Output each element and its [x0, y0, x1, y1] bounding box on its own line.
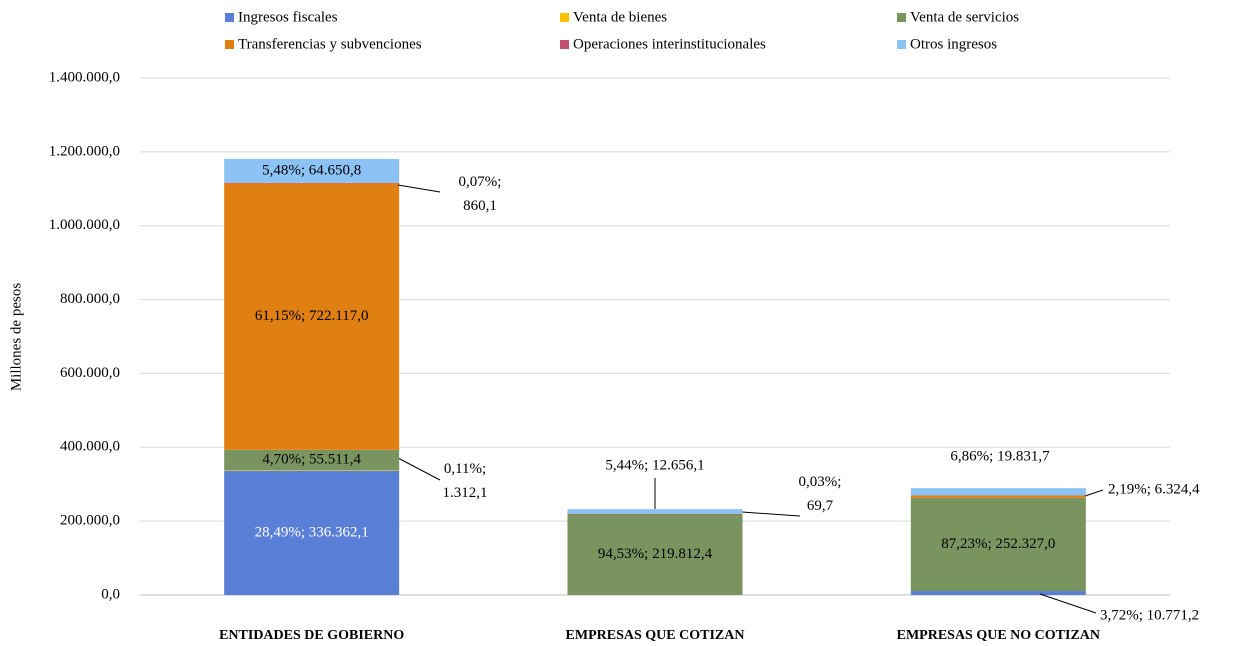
data-label: 0,07%; 860,1: [459, 174, 502, 214]
y-tick-label: 600.000,0: [60, 365, 120, 381]
bar-segment: [910, 591, 1086, 595]
leader-line: [741, 511, 801, 517]
y-tick-label: 1.000.000,0: [49, 217, 120, 233]
data-label: 28,49%; 336.362,1: [255, 524, 369, 540]
y-tick-label: 1.400.000,0: [49, 69, 120, 85]
legend-swatch: [225, 13, 234, 22]
data-label-line: 0,03%;: [799, 474, 842, 490]
bar-segment: [910, 495, 1086, 498]
data-label: 94,53%; 219.812,4: [598, 546, 713, 562]
y-axis-label: Millones de pesos: [8, 283, 24, 391]
data-label: 0,03%; 69,7: [799, 474, 842, 514]
data-label-line: 860,1: [463, 198, 497, 214]
leader-line: [1039, 593, 1097, 614]
legend-label: Transferencias y subvenciones: [238, 36, 422, 52]
y-tick-label: 200.000,0: [60, 513, 120, 529]
legend-label: Venta de servicios: [910, 9, 1019, 25]
data-label: 61,15%; 722.117,0: [255, 308, 369, 324]
data-label-line: 0,11%;: [444, 461, 486, 477]
bar-segment: [567, 513, 743, 515]
data-label: 4,70%; 55.511,4: [262, 451, 361, 467]
leader-line: [397, 184, 441, 193]
legend-swatch: [897, 13, 906, 22]
bar-segment: [224, 470, 400, 471]
x-tick-label: EMPRESAS QUE COTIZAN: [566, 628, 745, 643]
leader-line: [1084, 489, 1104, 497]
data-label: 6,86%; 19.831,7: [950, 448, 1050, 464]
bar-segment: [910, 497, 1086, 592]
data-label: 3,72%; 10.771,2: [1100, 607, 1199, 623]
y-tick-label: 0,0: [101, 586, 120, 602]
bar-segment: [567, 509, 743, 514]
data-label-line: 69,7: [807, 498, 834, 514]
data-label: 5,48%; 64.650,8: [262, 162, 361, 178]
leader-line: [397, 457, 441, 481]
data-label: 0,11%; 1.312,1: [443, 461, 488, 501]
y-tick-label: 400.000,0: [60, 439, 120, 455]
y-tick-label: 800.000,0: [60, 291, 120, 307]
data-label: 5,44%; 12.656,1: [605, 457, 704, 473]
legend-swatch: [560, 40, 569, 49]
bar-segment: [224, 449, 400, 471]
bar-segment: [910, 488, 1086, 496]
data-label-line: 1.312,1: [443, 485, 488, 501]
data-label-line: 0,07%;: [459, 174, 502, 190]
legend-label: Otros ingresos: [910, 36, 997, 52]
bar-segment: [224, 182, 400, 184]
legend-label: Ingresos fiscales: [238, 9, 338, 25]
x-tick-label: ENTIDADES DE GOBIERNO: [219, 628, 404, 643]
bar-segment: [567, 513, 743, 595]
data-label: 87,23%; 252.327,0: [941, 536, 1055, 552]
bar-segment: [224, 158, 400, 183]
x-tick-label: EMPRESAS QUE NO COTIZAN: [897, 628, 1100, 643]
legend-swatch: [225, 40, 234, 49]
legend-swatch: [560, 13, 569, 22]
data-label: 2,19%; 6.324,4: [1108, 481, 1200, 497]
y-tick-label: 1.200.000,0: [49, 143, 120, 159]
legend-label: Operaciones interinstitucionales: [573, 36, 766, 52]
bar-segment: [224, 183, 400, 450]
legend-label: Venta de bienes: [573, 9, 667, 25]
bar-segment: [224, 470, 400, 595]
legend-swatch: [897, 40, 906, 49]
